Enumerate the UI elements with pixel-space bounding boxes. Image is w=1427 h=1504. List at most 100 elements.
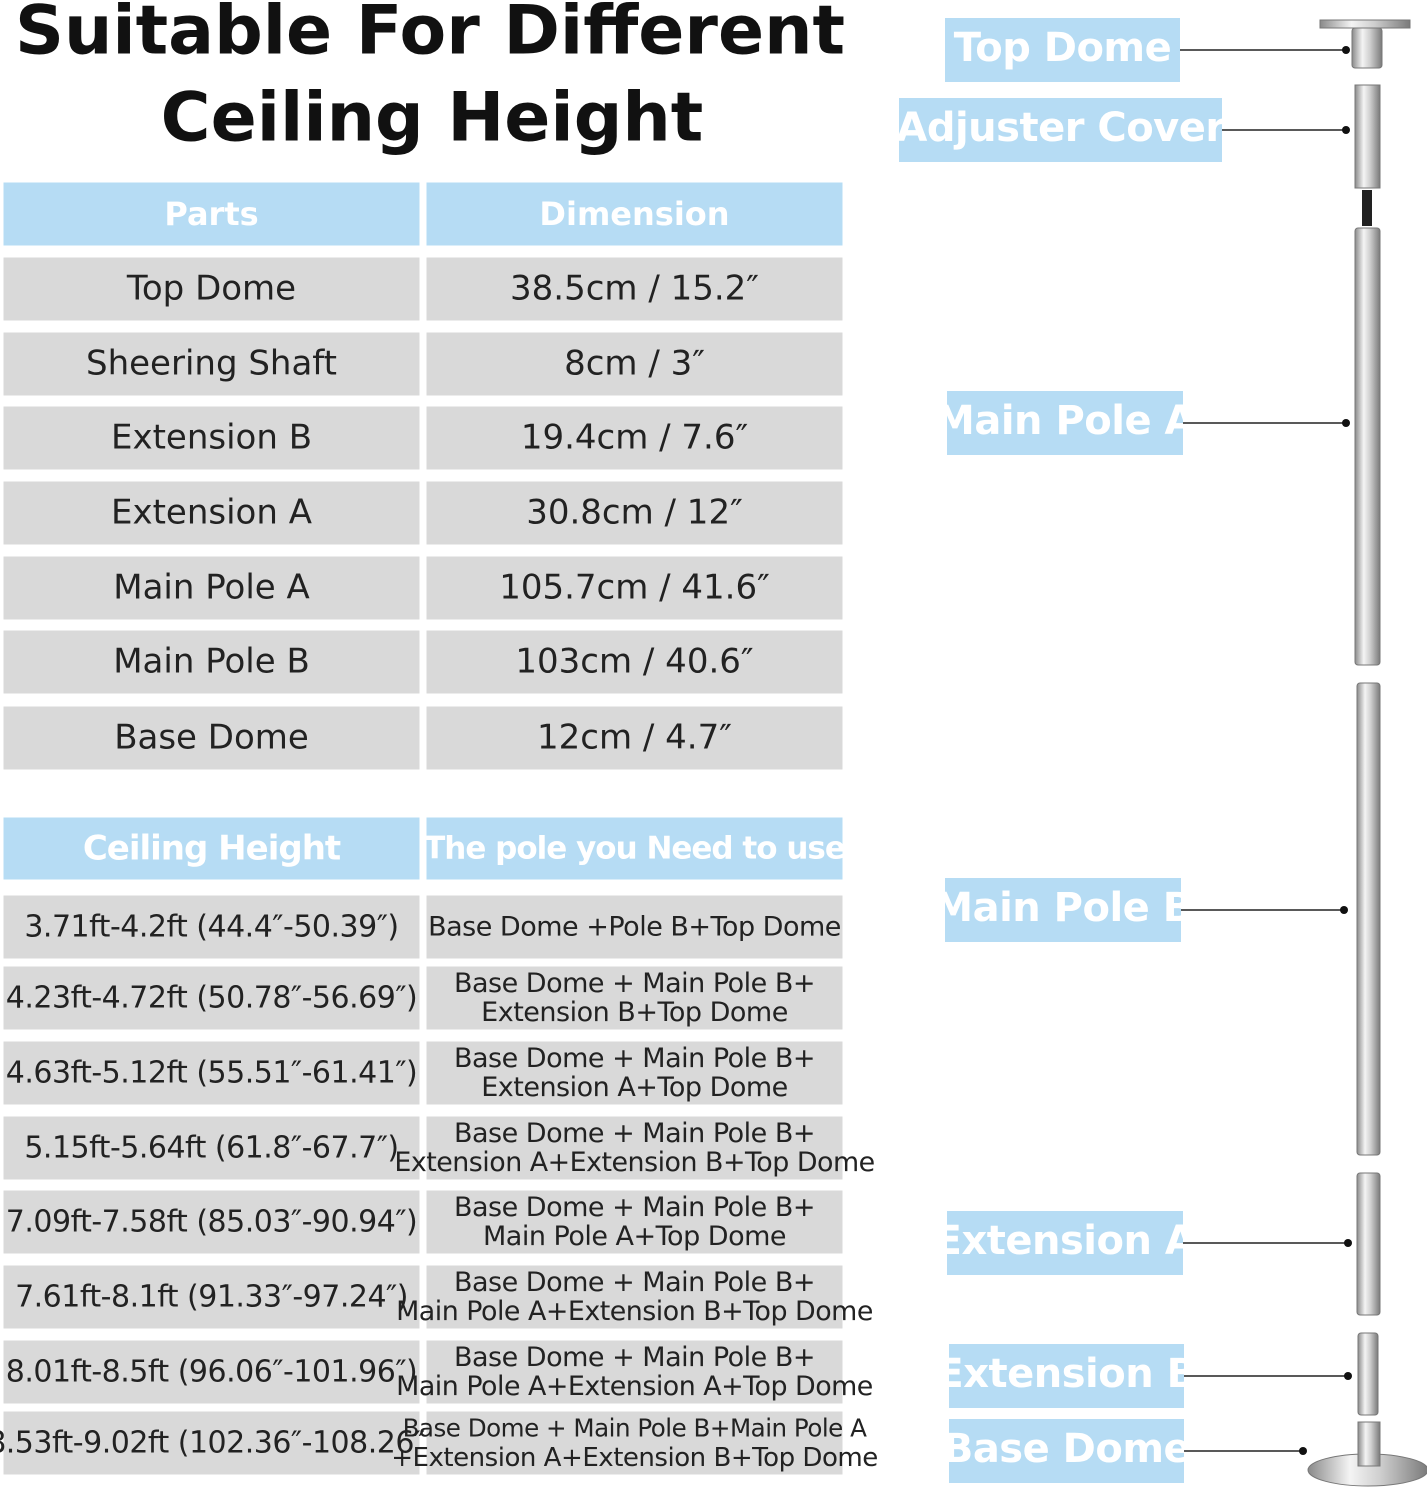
- table-cell: [425, 331, 844, 397]
- cell-text: 3.71ft-4.2ft (44.4″-50.39″): [24, 910, 398, 945]
- table-cell: [2, 256, 421, 322]
- diagram-label: Main Pole A: [935, 398, 1195, 444]
- cell-text: 4.23ft-4.72ft (50.78″-56.69″): [6, 981, 417, 1016]
- title: Suitable For Different: [15, 0, 845, 71]
- table-cell: [2, 1040, 421, 1106]
- table-cell: [425, 629, 844, 695]
- cell-text: 8.01ft-8.5ft (96.06″-101.96″): [6, 1355, 417, 1390]
- header-text: Parts: [164, 195, 258, 233]
- diagram-label: Extension B: [936, 1351, 1196, 1397]
- leader-dot: [1299, 1447, 1307, 1455]
- cell-text: Sheering Shaft: [86, 344, 337, 384]
- label-box: [947, 391, 1183, 455]
- label-box: [945, 878, 1181, 942]
- leader-dot: [1344, 1239, 1352, 1247]
- cell-text: Top Dome: [126, 269, 296, 309]
- cell-text: 30.8cm / 12″: [526, 493, 743, 533]
- table-cell: [425, 256, 844, 322]
- cell-text: +Extension A+Extension B+Top Dome: [391, 1443, 878, 1473]
- table-cell: [425, 1189, 844, 1255]
- cell-text: Main Pole A+Extension A+Top Dome: [396, 1371, 873, 1402]
- header-cell: [2, 181, 421, 247]
- table-cell: [425, 480, 844, 546]
- cell-text: Main Pole B: [113, 642, 310, 682]
- table-cell: [2, 1339, 421, 1405]
- cell-text: 4.63ft-5.12ft (55.51″-61.41″): [6, 1056, 417, 1091]
- leader-dot: [1340, 906, 1348, 914]
- cell-text: 5.15ft-5.64ft (61.8″-67.7″): [24, 1131, 398, 1166]
- table-cell: [2, 1115, 421, 1181]
- table-cell: [425, 1264, 844, 1330]
- table-cell: [425, 1040, 844, 1106]
- cell-text: Extension A+Extension B+Top Dome: [394, 1147, 874, 1178]
- header-text: The pole you Need to use: [424, 831, 845, 867]
- cell-text: Base Dome +Pole B+Top Dome: [428, 912, 841, 943]
- cell-text: Base Dome + Main Pole B+: [454, 1267, 815, 1298]
- leader-dot: [1342, 419, 1350, 427]
- cell-text: 38.5cm / 15.2″: [510, 269, 759, 309]
- table-cell: [2, 480, 421, 546]
- cell-text: Base Dome + Main Pole B+Main Pole A: [403, 1414, 868, 1443]
- cell-text: Extension A: [111, 493, 312, 533]
- cell-text: Base Dome + Main Pole B+: [454, 1043, 815, 1074]
- table-cell: [2, 1189, 421, 1255]
- diagram-label: Adjuster Cover: [896, 105, 1225, 151]
- cell-text: 8cm / 3″: [564, 344, 705, 384]
- cell-text: Base Dome + Main Pole B+: [454, 1342, 815, 1373]
- leader-dot: [1344, 1372, 1352, 1380]
- diagram-label: Main Pole B: [933, 885, 1192, 931]
- table-cell: [2, 405, 421, 471]
- header-text: Dimension: [539, 195, 729, 233]
- cell-text: Main Pole A+Extension B+Top Dome: [396, 1296, 873, 1327]
- cell-text: 7.09ft-7.58ft (85.03″-90.94″): [6, 1205, 417, 1240]
- cell-text: 8.53ft-9.02ft (102.36″-108.26″): [0, 1426, 436, 1461]
- label-box: [945, 18, 1180, 82]
- cell-text: Extension B: [111, 418, 312, 458]
- table-cell: [425, 705, 844, 771]
- label-box: [947, 1211, 1183, 1275]
- table-cell: [425, 1410, 844, 1476]
- table-cell: [425, 894, 844, 960]
- cell-text: Main Pole A: [113, 568, 310, 608]
- table-cell: [425, 1115, 844, 1181]
- header-cell: [2, 816, 421, 881]
- header-text: Ceiling Height: [83, 829, 341, 869]
- table-cell: [425, 405, 844, 471]
- table-cell: [2, 1410, 421, 1476]
- cell-text: Base Dome + Main Pole B+: [454, 1118, 815, 1149]
- table-cell: [2, 629, 421, 695]
- table-cell: [2, 331, 421, 397]
- title: Ceiling Height: [161, 79, 704, 158]
- header-cell: [425, 816, 844, 881]
- cell-text: Extension A+Top Dome: [481, 1072, 788, 1103]
- table-cell: [2, 894, 421, 960]
- table-cell: [2, 555, 421, 621]
- table-cell: [425, 1339, 844, 1405]
- cell-text: 7.61ft-8.1ft (91.33″-97.24″): [15, 1280, 408, 1315]
- cell-text: Base Dome: [114, 718, 309, 758]
- table-cell: [425, 555, 844, 621]
- cell-text: 12cm / 4.7″: [537, 718, 732, 758]
- cell-text: 103cm / 40.6″: [515, 642, 753, 682]
- label-box: [899, 98, 1222, 162]
- cell-text: Base Dome + Main Pole B+: [454, 1192, 815, 1223]
- table-cell: [425, 965, 844, 1031]
- diagram-label: Top Dome: [954, 25, 1172, 71]
- cell-text: Base Dome + Main Pole B+: [454, 968, 815, 999]
- cell-text: 105.7cm / 41.6″: [499, 568, 770, 608]
- diagram-label: Extension A: [935, 1218, 1196, 1264]
- cell-text: Extension B+Top Dome: [481, 997, 788, 1028]
- leader-dot: [1342, 46, 1350, 54]
- leader-dot: [1342, 126, 1350, 134]
- table-cell: [2, 705, 421, 771]
- label-box: [949, 1344, 1184, 1408]
- header-cell: [425, 181, 844, 247]
- pole-drawing: [1307, 19, 1427, 1487]
- label-box: [949, 1419, 1184, 1483]
- table-cell: [2, 965, 421, 1031]
- cell-text: 19.4cm / 7.6″: [521, 418, 748, 458]
- diagram-label: Base Dome: [943, 1426, 1190, 1472]
- table-cell: [2, 1264, 421, 1330]
- cell-text: Main Pole A+Top Dome: [483, 1221, 786, 1252]
